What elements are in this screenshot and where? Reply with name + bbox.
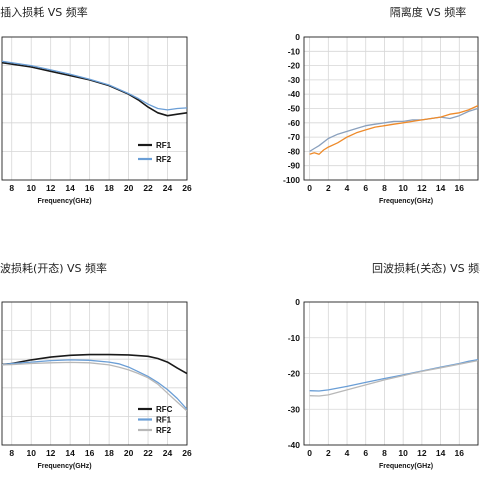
y-tick-label: -30 <box>288 75 301 85</box>
x-tick-label: 8 <box>382 448 387 458</box>
x-tick-label: 8 <box>382 183 387 193</box>
legend: RF1 RF2 <box>138 141 172 164</box>
x-axis-label: Frequency(GHz) <box>37 198 91 205</box>
y-tick-label: -60 <box>288 118 301 128</box>
x-tick-label: 22 <box>143 183 153 193</box>
x-tick-label: 4 <box>345 448 350 458</box>
x-tick-label: 20 <box>124 448 134 458</box>
x-axis-label: Frequency(GHz) <box>379 463 433 470</box>
chart-title: 插入损耗 VS 频率 <box>0 5 88 19</box>
series-line-rf1 <box>2 61 187 117</box>
chart-title: 回波损耗(开态) VS 频率 <box>0 261 107 275</box>
series-line-1 <box>309 358 478 392</box>
y-tick-label: -100 <box>283 175 300 185</box>
y-tick-label: -10 <box>288 46 301 56</box>
x-tick-label: 12 <box>417 183 427 193</box>
x-tick-label: 12 <box>46 183 56 193</box>
x-tick-label: 8 <box>9 448 14 458</box>
series-line-2 <box>309 359 478 397</box>
y-tick-label: -90 <box>288 161 301 171</box>
series-line-2 <box>309 105 478 155</box>
chart-panel-4: 回波损耗(关态) VS 频率 0 2 4 6 8 10 12 14 16 0 -10 -20 -30 -40… <box>288 261 480 470</box>
x-tick-label: 16 <box>455 448 465 458</box>
y-tick-label: -10 <box>288 333 301 343</box>
x-tick-label: 24 <box>163 448 173 458</box>
legend-label-rf1: RF1 <box>156 416 172 425</box>
chart-panel-3: 回波损耗(开态) VS 频率 8 10 12 14 16 18 20 22 24 26 Frequen… <box>0 261 192 470</box>
x-tick-label: 4 <box>345 183 350 193</box>
x-tick-label: 0 <box>307 448 312 458</box>
x-tick-label: 24 <box>163 183 173 193</box>
x-tick-label: 16 <box>85 183 95 193</box>
x-tick-label: 6 <box>363 183 368 193</box>
x-tick-label: 6 <box>363 448 368 458</box>
x-axis-label: Frequency(GHz) <box>37 463 91 470</box>
x-tick-label: 12 <box>46 448 56 458</box>
y-tick-label: -20 <box>288 369 301 379</box>
x-axis-label: Frequency(GHz) <box>379 198 433 205</box>
series-line-rf2 <box>2 60 187 111</box>
x-tick-label: 10 <box>26 448 36 458</box>
series-line-1 <box>309 107 478 152</box>
x-tick-label: 14 <box>436 183 446 193</box>
x-tick-label: 2 <box>326 183 331 193</box>
chart-panel-1: 插入损耗 VS 频率 8 10 12 14 16 18 20 22 24 26 Frequency(G… <box>0 5 192 205</box>
x-tick-label: 8 <box>9 183 14 193</box>
plot-frame <box>303 301 479 446</box>
y-tick-label: -40 <box>288 440 301 450</box>
y-tick-label: 0 <box>295 297 300 307</box>
x-tick-label: 10 <box>398 183 408 193</box>
series-line-rf1 <box>2 359 187 410</box>
x-tick-label: 12 <box>417 448 427 458</box>
x-tick-label: 10 <box>26 183 36 193</box>
y-tick-label: -80 <box>288 146 301 156</box>
y-tick-label: -30 <box>288 404 301 414</box>
legend-label-rf2: RF2 <box>156 426 172 435</box>
x-tick-label: 20 <box>124 183 134 193</box>
x-tick-label: 2 <box>326 448 331 458</box>
chart-title: 隔离度 VS 频率 <box>390 5 467 19</box>
y-tick-label: -70 <box>288 132 301 142</box>
x-tick-label: 16 <box>455 183 465 193</box>
chart-title: 回波损耗(关态) VS 频率 <box>372 261 480 275</box>
chart-panel-2: 隔离度 VS 频率 0 2 4 6 8 10 12 14 16 0 -10 -20 -30 -40 -50 -6… <box>283 5 479 205</box>
legend-label-rf2: RF2 <box>156 155 172 164</box>
x-tick-label: 14 <box>65 448 75 458</box>
x-tick-label: 26 <box>182 448 192 458</box>
x-tick-label: 26 <box>182 183 192 193</box>
x-tick-label: 10 <box>398 448 408 458</box>
x-tick-label: 18 <box>104 448 114 458</box>
y-tick-label: -50 <box>288 104 301 114</box>
x-tick-label: 14 <box>436 448 446 458</box>
x-tick-label: 0 <box>307 183 312 193</box>
x-tick-label: 16 <box>85 448 95 458</box>
x-tick-label: 14 <box>65 183 75 193</box>
series-line-rf2 <box>2 361 187 412</box>
y-tick-label: -40 <box>288 89 301 99</box>
y-tick-label: -20 <box>288 61 301 71</box>
y-tick-label: 0 <box>295 32 300 42</box>
x-tick-label: 22 <box>143 448 153 458</box>
legend-label-rfc: RFC <box>156 405 173 414</box>
x-tick-label: 18 <box>104 183 114 193</box>
legend-label-rf1: RF1 <box>156 141 172 150</box>
series-line-rfc <box>2 353 187 375</box>
